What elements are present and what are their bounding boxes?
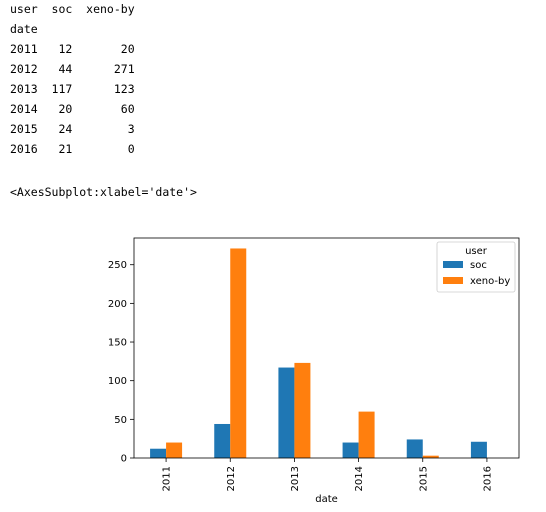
y-tick-label: 200 — [108, 299, 127, 310]
y-tick-label: 0 — [121, 454, 127, 465]
x-tick-label: 2016 — [482, 466, 493, 491]
y-tick-label: 250 — [108, 260, 127, 271]
bar-xeno-by-2014 — [358, 411, 375, 458]
bar-xeno-by-2012 — [230, 248, 247, 458]
legend-swatch-xeno-by — [443, 277, 463, 284]
bar-soc-2011 — [150, 448, 167, 458]
bar-xeno-by-2015 — [422, 455, 439, 458]
x-tick-label: 2011 — [162, 466, 173, 491]
x-tick-label: 2013 — [290, 466, 301, 491]
x-axis-label: date — [315, 494, 338, 505]
bar-soc-2012 — [214, 423, 231, 458]
dataframe-index-label: date — [10, 22, 38, 36]
x-tick-label: 2015 — [418, 466, 429, 491]
dataframe-row: 2012 44 271 — [10, 62, 135, 76]
legend-title: user — [465, 246, 488, 257]
y-tick-label: 50 — [114, 415, 127, 426]
dataframe-row: 2013 117 123 — [10, 82, 135, 96]
bar-soc-2014 — [342, 442, 359, 458]
bar-soc-2013 — [278, 367, 295, 458]
dataframe-header-row: user soc xeno-by — [10, 2, 135, 16]
x-tick-label: 2014 — [354, 466, 365, 491]
legend-label-soc: soc — [470, 260, 487, 271]
dataframe-row: 2011 12 20 — [10, 42, 135, 56]
bar-soc-2016 — [470, 441, 487, 458]
plot-area: 0 50 100 150 200 250 2011 2012 2013 2014 2015 2016 d… — [108, 237, 520, 505]
bar-xeno-by-2013 — [294, 362, 311, 458]
dataframe-row: 2015 24 3 — [10, 122, 135, 136]
dataframe-row: 2014 20 60 — [10, 102, 135, 116]
bar-soc-2015 — [406, 439, 423, 458]
x-tick-label: 2012 — [226, 466, 237, 491]
dataframe-row: 2016 21 0 — [10, 142, 135, 156]
y-tick-label: 150 — [108, 338, 127, 349]
axes-repr-output: <AxesSubplot:xlabel='date'> — [10, 185, 197, 199]
bar-xeno-by-2011 — [166, 442, 183, 458]
y-tick-label: 100 — [108, 376, 127, 387]
legend-label-xeno-by: xeno-by — [470, 276, 510, 287]
dataframe-output: user soc xeno-by date 2011 12 20 2012 44… — [10, 0, 135, 159]
axes-frame — [133, 237, 520, 459]
legend-swatch-soc — [443, 261, 463, 268]
